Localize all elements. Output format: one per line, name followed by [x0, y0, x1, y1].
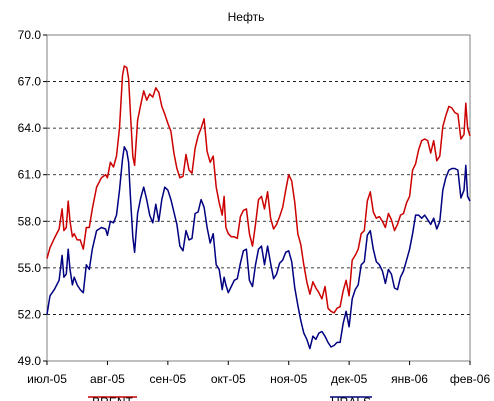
series-lines [46, 65, 471, 350]
legend-label-urals: URALS [331, 395, 371, 401]
x-tick-label: сен-05 [150, 372, 187, 386]
x-tick-label: янв-06 [391, 372, 428, 386]
y-tick-label: 70.0 [18, 28, 42, 42]
x-tick-label: фев-06 [450, 372, 491, 386]
x-tick-label: июл-05 [27, 372, 67, 386]
y-tick-label: 67.0 [18, 75, 42, 89]
legend: BRENT URALS [88, 395, 372, 401]
series-line-brent [46, 65, 471, 314]
y-tick-label: 55.0 [18, 261, 42, 275]
x-tick-label: ноя-05 [270, 372, 307, 386]
series-line-urals [46, 146, 471, 350]
x-tick-label: авг-05 [90, 372, 125, 386]
legend-label-brent: BRENT [92, 395, 133, 401]
y-axis: 70.0 67.0 64.0 61.0 58.0 55.0 52.0 49.0 [18, 28, 47, 368]
chart-title: Нефть [228, 10, 265, 24]
gridlines [47, 81, 470, 315]
y-tick-label: 58.0 [18, 214, 42, 228]
y-tick-label: 64.0 [18, 121, 42, 135]
y-tick-label: 52.0 [18, 307, 42, 321]
x-tick-label: окт-05 [211, 372, 246, 386]
plot-area-frame [46, 34, 471, 362]
y-tick-label: 49.0 [18, 354, 42, 368]
x-axis: июл-05 авг-05 сен-05 окт-05 ноя-05 дек-05 янв-… [27, 361, 490, 386]
y-tick-label: 61.0 [18, 168, 42, 182]
x-tick-label: дек-05 [331, 372, 368, 386]
